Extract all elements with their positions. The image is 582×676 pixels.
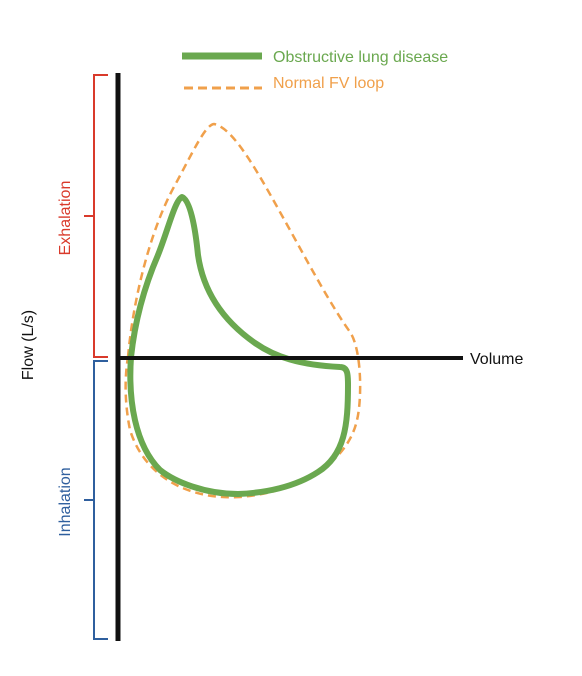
exhalation-label: Exhalation [57,181,74,256]
exhalation-bracket [84,74,108,358]
flow-axis-label: Flow (L/s) [20,310,37,380]
volume-axis-label: Volume [470,351,523,368]
obstructive-loop [127,194,351,497]
legend-obstructive-label: Obstructive lung disease [273,49,448,66]
inhalation-label: Inhalation [57,467,74,536]
normal-fv-loop [124,122,362,499]
legend: Obstructive lung disease Normal FV loop [182,49,448,92]
legend-normal-label: Normal FV loop [273,75,384,92]
inhalation-bracket [84,360,108,640]
